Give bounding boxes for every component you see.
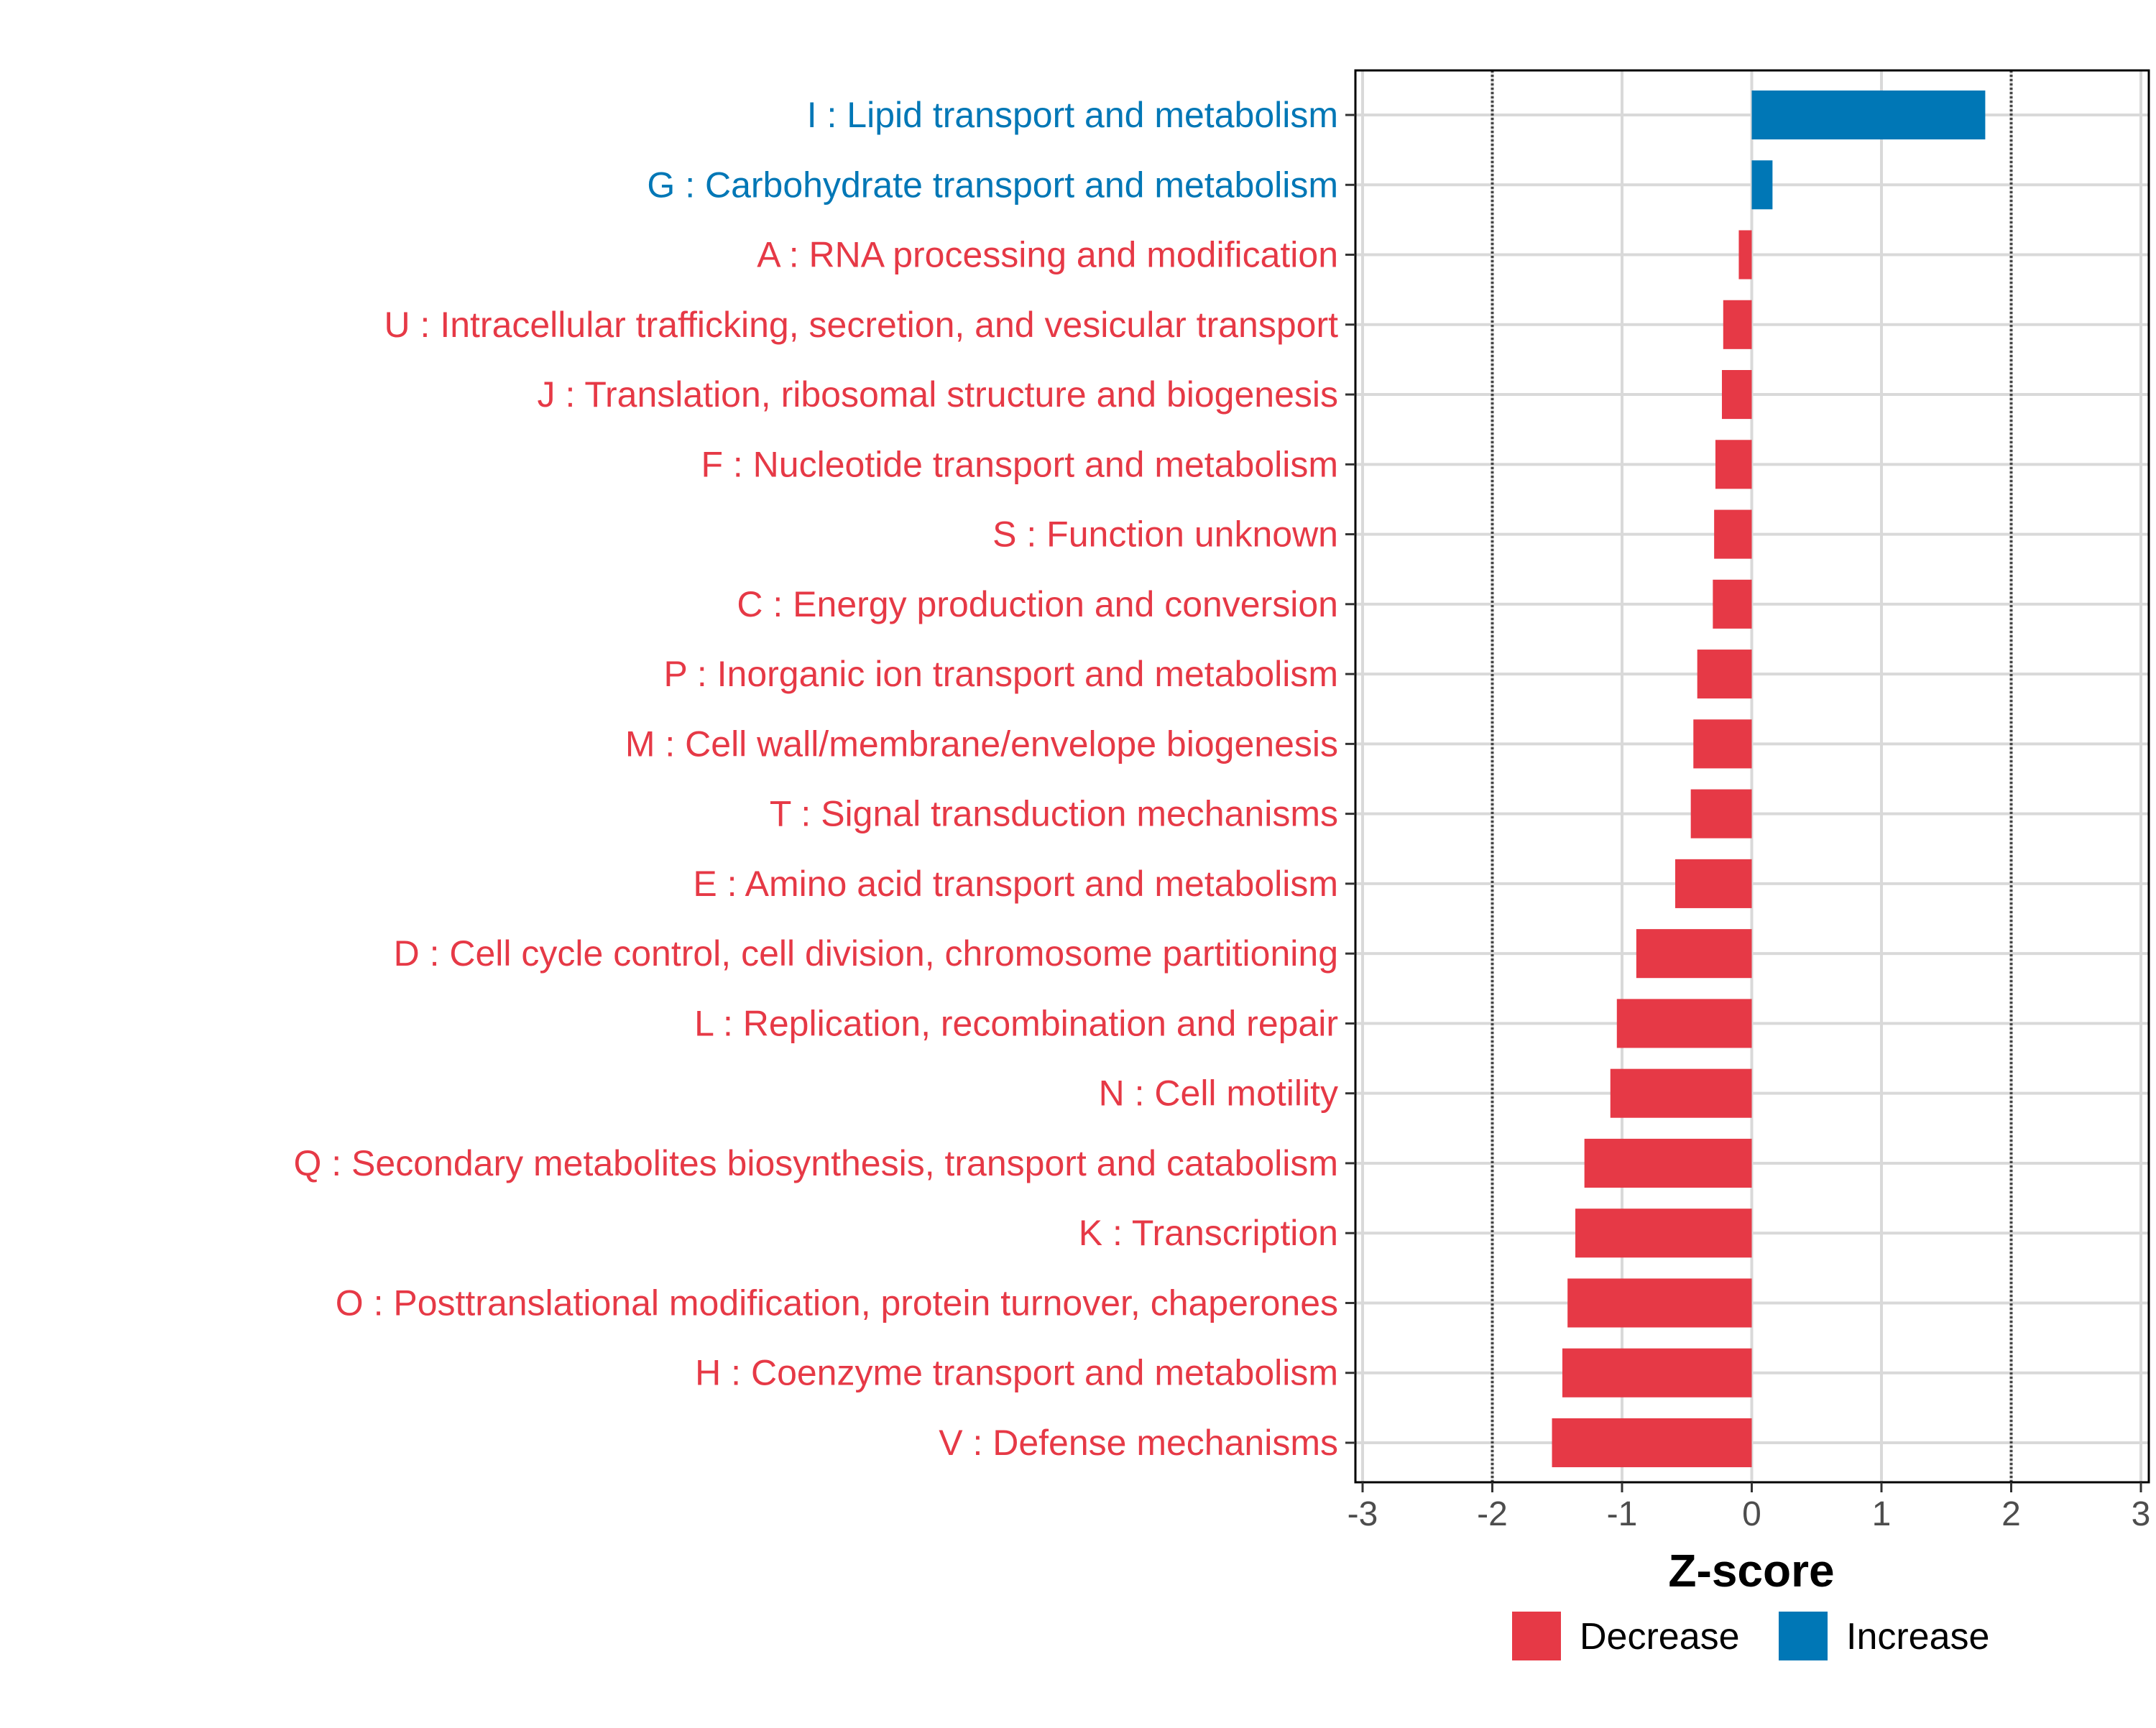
bar-h — [1562, 1348, 1752, 1397]
category-label: U : Intracellular trafficking, secretion… — [384, 305, 1339, 345]
legend-swatch-decrease — [1512, 1612, 1561, 1660]
bar-s — [1714, 509, 1752, 559]
bar-d — [1636, 929, 1752, 979]
bar-m — [1693, 719, 1752, 769]
bar-o — [1567, 1278, 1752, 1328]
x-tick-label: -3 — [1348, 1495, 1378, 1533]
bar-j — [1721, 370, 1752, 420]
category-label: S : Function unknown — [992, 514, 1338, 555]
x-tick-label: 0 — [1742, 1495, 1761, 1533]
category-label: G : Carbohydrate transport and metabolis… — [647, 165, 1338, 205]
bar-u — [1723, 300, 1752, 349]
x-tick-label: 1 — [1872, 1495, 1892, 1533]
bar-l — [1616, 999, 1752, 1048]
category-label: L : Replication, recombination and repai… — [694, 1003, 1338, 1043]
bar-n — [1610, 1068, 1752, 1118]
x-tick-label: 3 — [2132, 1495, 2151, 1533]
bar-c — [1713, 579, 1752, 629]
x-tick-label: -1 — [1607, 1495, 1638, 1533]
category-label: F : Nucleotide transport and metabolism — [701, 444, 1338, 484]
category-label: J : Translation, ribosomal structure and… — [538, 374, 1338, 415]
category-label: O : Posttranslational modification, prot… — [336, 1283, 1338, 1323]
category-label: Q : Secondary metabolites biosynthesis, … — [293, 1143, 1338, 1183]
bar-f — [1715, 440, 1752, 489]
bar-v — [1552, 1418, 1752, 1468]
bar-k — [1575, 1209, 1752, 1258]
x-tick-label: 2 — [2001, 1495, 2021, 1533]
bar-g — [1751, 160, 1773, 210]
y-axis-labels: I : Lipid transport and metabolism G : Ca… — [293, 95, 1355, 1463]
category-label: P : Inorganic ion transport and metaboli… — [664, 654, 1338, 694]
category-label: A : RNA processing and modification — [757, 235, 1338, 275]
category-label: T : Signal transduction mechanisms — [770, 794, 1338, 834]
legend-label-decrease: Decrease — [1580, 1616, 1740, 1658]
x-axis: -3 -2 -1 0 1 2 3 — [1348, 1482, 2151, 1533]
bar-p — [1697, 650, 1752, 699]
bar-i — [1751, 90, 1986, 140]
grid-lines — [1355, 70, 2149, 1482]
bar-q — [1584, 1138, 1752, 1188]
legend: Decrease Increase — [1512, 1612, 1989, 1660]
bar-a — [1738, 230, 1752, 279]
bar-t — [1690, 789, 1752, 838]
category-label: H : Coenzyme transport and metabolism — [695, 1353, 1338, 1393]
legend-label-increase: Increase — [1846, 1616, 1989, 1658]
category-label: D : Cell cycle control, cell division, c… — [394, 933, 1338, 974]
bars — [1552, 90, 1986, 1468]
bar-e — [1675, 859, 1752, 908]
category-label: K : Transcription — [1079, 1213, 1338, 1253]
legend-swatch-increase — [1779, 1612, 1828, 1660]
category-label: M : Cell wall/membrane/envelope biogenes… — [625, 724, 1338, 764]
category-label: E : Amino acid transport and metabolism — [693, 864, 1338, 904]
category-label: C : Energy production and conversion — [737, 584, 1338, 624]
category-label: I : Lipid transport and metabolism — [807, 95, 1338, 135]
x-axis-title: Z-score — [1668, 1545, 1834, 1597]
category-label: N : Cell motility — [1099, 1073, 1338, 1114]
x-tick-label: -2 — [1477, 1495, 1508, 1533]
category-label: V : Defense mechanisms — [939, 1423, 1338, 1463]
